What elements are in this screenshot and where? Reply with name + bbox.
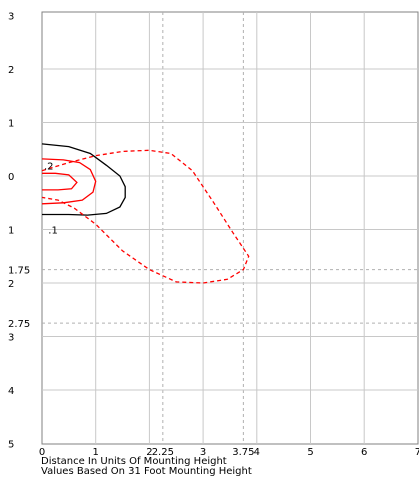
x-tick-label: 0 — [39, 447, 45, 458]
x-tick-label: 1 — [93, 447, 99, 458]
contour-value-label: .1 — [48, 226, 58, 237]
y-tick-label: 3 — [8, 12, 14, 23]
x-tick-label: 5 — [307, 447, 313, 458]
x-tick-label: 7 — [415, 447, 419, 458]
y-tick-label: 1.75 — [8, 266, 30, 277]
x-tick-label: 2.25 — [152, 447, 174, 458]
contour-value-label: .2 — [44, 161, 54, 172]
y-tick-label: 0 — [8, 172, 14, 183]
contour-line — [41, 158, 97, 205]
contour-line — [41, 143, 126, 216]
y-tick-label: 1 — [8, 119, 14, 130]
x-tick-label: 3 — [200, 447, 206, 458]
y-tick-label: 4 — [8, 386, 14, 397]
y-tick-label: 2.75 — [8, 319, 30, 330]
y-tick-label: 1 — [8, 226, 14, 237]
mounting-height-note: Values Based On 31 Foot Mounting Height — [41, 466, 252, 477]
y-tick-label: 5 — [8, 440, 14, 451]
y-tick-label: 2 — [8, 279, 14, 290]
x-tick-label: 3.75 — [232, 447, 254, 458]
y-tick-label: 3 — [8, 333, 14, 344]
x-tick-label: 2 — [146, 447, 152, 458]
x-tick-label: 4 — [254, 447, 260, 458]
contour-line — [42, 172, 78, 191]
x-axis-label: Distance In Units Of Mounting Height — [41, 456, 227, 467]
x-tick-label: 6 — [361, 447, 367, 458]
y-tick-label: 2 — [8, 65, 14, 76]
contour-line — [41, 149, 250, 284]
